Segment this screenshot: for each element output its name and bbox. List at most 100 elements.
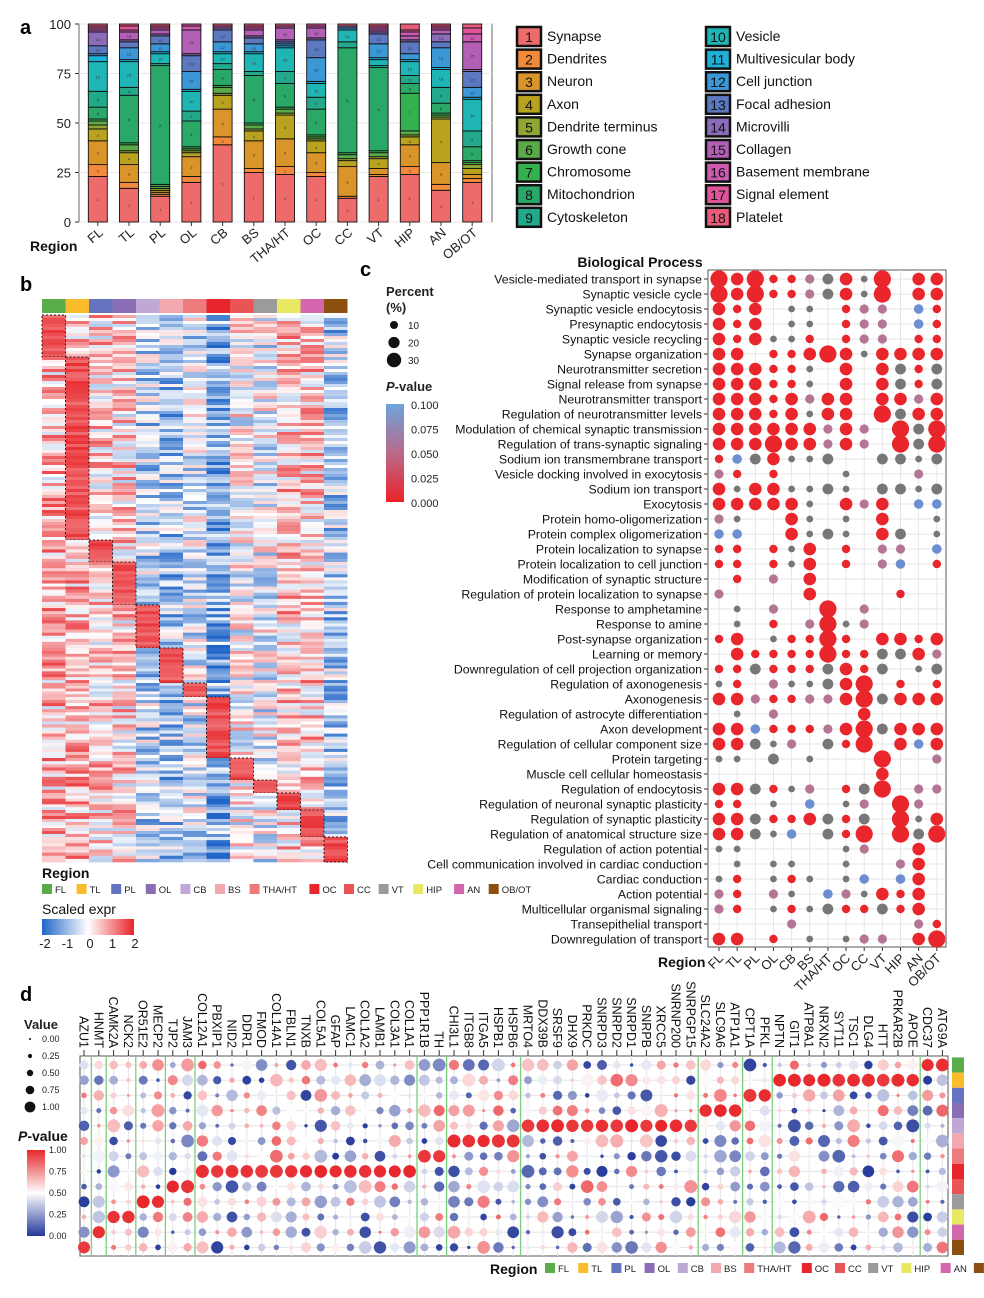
heatmap-cell xyxy=(65,495,89,499)
dot xyxy=(448,1105,460,1117)
dot xyxy=(288,1245,294,1250)
heatmap-cell xyxy=(324,831,348,835)
dot xyxy=(912,692,925,706)
panel-label-b: b xyxy=(20,274,32,296)
heatmap-cell xyxy=(206,537,230,541)
heatmap-cell xyxy=(206,411,230,415)
heatmap-cell xyxy=(206,819,230,823)
heatmap-cell xyxy=(300,586,324,590)
dot xyxy=(930,287,944,301)
heatmap-cell xyxy=(230,339,254,343)
heatmap-cell xyxy=(42,531,66,535)
dot xyxy=(930,272,944,286)
heatmap-cell xyxy=(65,641,89,646)
heatmap-cell xyxy=(112,516,136,520)
dot xyxy=(406,1137,413,1145)
value-legend-dot xyxy=(24,1101,36,1113)
bar-segment-dendrites xyxy=(306,172,327,177)
heatmap-cell xyxy=(253,742,277,747)
heatmap-cell xyxy=(65,650,89,655)
dot xyxy=(823,424,833,434)
dot xyxy=(346,1197,355,1206)
dot xyxy=(821,1123,827,1129)
heatmap-cell xyxy=(230,793,254,797)
heatmap-cell xyxy=(253,709,277,713)
dot xyxy=(596,1181,608,1192)
heatmap-cell xyxy=(277,321,301,325)
heatmap-cell xyxy=(206,801,230,805)
dot xyxy=(111,1199,116,1205)
heatmap-cell xyxy=(183,574,207,578)
heatmap-cell xyxy=(206,568,230,572)
dot xyxy=(613,1153,620,1160)
dot xyxy=(154,1137,162,1145)
dot xyxy=(759,1105,770,1116)
heatmap-cell xyxy=(253,608,277,612)
heatmap-cell xyxy=(112,644,136,649)
heatmap-cell xyxy=(136,703,160,707)
heatmap-cell xyxy=(300,318,324,322)
segment-id-label: 4 xyxy=(253,134,256,139)
heatmap-cell xyxy=(183,360,207,364)
heatmap-cell xyxy=(183,843,207,847)
heatmap-cell xyxy=(230,807,254,811)
dot xyxy=(182,1120,193,1131)
heatmap-cell xyxy=(230,354,254,358)
dot xyxy=(388,1165,401,1178)
heatmap-cell xyxy=(230,348,254,352)
heatmap-cell xyxy=(136,846,160,850)
dot xyxy=(876,663,888,675)
heatmap-cell xyxy=(253,474,277,478)
dot xyxy=(123,1121,133,1131)
dot xyxy=(822,273,834,285)
heatmap-cell xyxy=(324,501,348,505)
heatmap-cell xyxy=(324,858,348,863)
heatmap-cell xyxy=(136,468,160,472)
dot xyxy=(658,1184,664,1190)
legend-swatch xyxy=(704,206,732,229)
dot xyxy=(860,890,868,898)
dot xyxy=(314,1225,328,1239)
heatmap-cell xyxy=(89,617,113,621)
dot xyxy=(733,755,741,763)
dot xyxy=(539,1152,547,1160)
dot xyxy=(286,1059,297,1071)
heatmap-cell xyxy=(300,429,324,433)
dot xyxy=(930,407,944,421)
heatmap-cell xyxy=(42,620,66,624)
gene-label: PRKDC xyxy=(580,1004,594,1048)
heatmap-cell xyxy=(277,688,301,692)
heatmap-cell xyxy=(300,685,324,689)
heatmap-cell xyxy=(253,486,277,490)
heatmap-cell xyxy=(253,700,277,704)
dot xyxy=(893,1106,903,1115)
heatmap-cell xyxy=(136,333,160,337)
heatmap-cell xyxy=(206,849,230,853)
heatmap-cell xyxy=(65,751,89,756)
heatmap-cell xyxy=(300,577,324,581)
heatmap-cell xyxy=(136,528,160,532)
heatmap-cell xyxy=(159,751,183,756)
heatmap-cell xyxy=(277,776,301,781)
dot xyxy=(712,362,726,376)
heatmap-cell xyxy=(324,683,348,687)
dot xyxy=(841,319,851,329)
heatmap-cell xyxy=(277,571,301,575)
dot xyxy=(185,1108,190,1113)
dot xyxy=(835,1062,842,1068)
dot xyxy=(536,1119,550,1133)
heatmap-cell xyxy=(324,668,348,672)
heatmap-cell xyxy=(159,748,183,753)
heatmap-cell xyxy=(230,691,254,695)
dot xyxy=(82,1154,86,1158)
heatmap-cell xyxy=(324,504,348,508)
dot xyxy=(823,889,833,899)
heatmap-cell xyxy=(324,592,348,597)
heatmap-cell xyxy=(89,423,113,427)
heatmap-cell xyxy=(230,595,254,600)
dot xyxy=(822,1184,826,1189)
heatmap-cell xyxy=(136,558,160,563)
heatmap-cell xyxy=(42,605,66,609)
dot xyxy=(639,1134,653,1148)
heatmap-cell xyxy=(324,354,348,358)
